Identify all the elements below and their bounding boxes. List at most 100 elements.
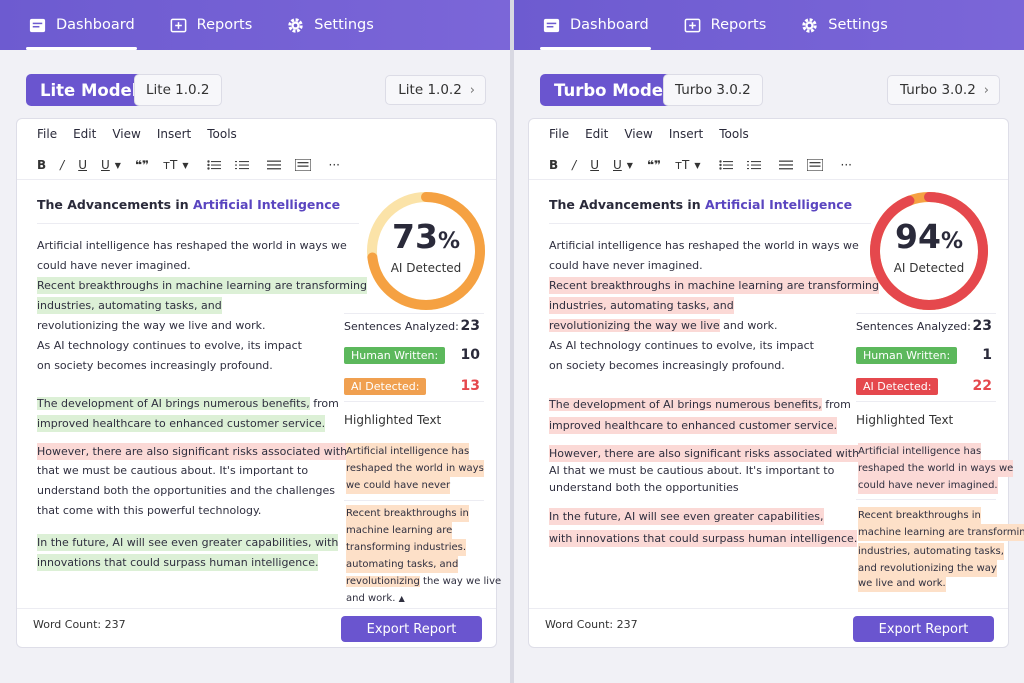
snippet-divider	[856, 499, 996, 500]
italic-button[interactable]: /	[60, 158, 65, 172]
menu-file[interactable]: File	[37, 127, 58, 141]
highlight-snippet[interactable]: revolutionizing the way we live	[346, 573, 501, 590]
text-line[interactable]: could have never imagined.	[549, 259, 703, 272]
nav-dashboard[interactable]: Dashboard	[26, 0, 137, 50]
highlight-snippet[interactable]: automating tasks, and	[346, 556, 459, 573]
text-line[interactable]: understand both the opportunities and th…	[37, 484, 335, 497]
highlight-snippet[interactable]: reshaped the world in ways	[346, 460, 484, 477]
export-report-button[interactable]: Export Report	[341, 616, 482, 642]
gear-icon	[288, 17, 304, 33]
bullet-list-icon[interactable]	[206, 160, 221, 170]
quote-button[interactable]: ❝❞	[134, 158, 150, 172]
text-line[interactable]: AI that we must be cautious about. It's …	[549, 464, 835, 477]
export-report-button[interactable]: Export Report	[853, 616, 994, 642]
text-line-ai[interactable]: However, there are also significant risk…	[37, 443, 358, 460]
more-options-icon[interactable]: ···	[328, 158, 340, 172]
editor-card: File Edit View Insert Tools B / U U ▼ ❝❞ …	[528, 118, 1024, 648]
text-line[interactable]: revolutionizing the way we live and work…	[37, 319, 266, 332]
highlight-snippet[interactable]: transforming industries.	[346, 539, 467, 556]
menu-view[interactable]: View	[624, 127, 653, 141]
text-line-human[interactable]: industries, automating tasks, and	[37, 297, 222, 314]
menu-insert[interactable]: Insert	[156, 127, 192, 141]
text-line-ai[interactable]: industries, automating tasks, and	[549, 297, 734, 314]
menu-edit[interactable]: Edit	[585, 127, 609, 141]
text-line-human[interactable]: The development of AI brings numerous be…	[37, 395, 339, 412]
align-left-icon[interactable]	[778, 160, 793, 170]
text-line[interactable]: As AI technology continues to evolve, it…	[37, 339, 302, 352]
text-line-human[interactable]: improved healthcare to enhanced customer…	[37, 415, 326, 432]
text-line-human[interactable]: Recent breakthroughs in machine learning…	[37, 277, 367, 294]
human-written-badge: Human Written:	[856, 346, 958, 364]
highlight-snippet[interactable]: we could have never	[346, 477, 451, 494]
highlight-snippet[interactable]: Artificial intelligence has	[346, 443, 470, 460]
model-version-select[interactable]: Lite 1.0.2 ›	[385, 75, 486, 105]
quote-button[interactable]: ❝❞	[646, 158, 662, 172]
highlight-snippet[interactable]: machine learning are	[346, 522, 453, 539]
highlight-snippet[interactable]: and revolutionizing the way	[858, 560, 997, 577]
nav-settings[interactable]: Settings	[286, 0, 374, 50]
numbered-list-icon[interactable]	[234, 160, 249, 170]
text-size-dropdown[interactable]: тT ▼	[163, 158, 188, 172]
top-nav: Dashboard Reports Settings	[0, 0, 510, 50]
align-left-icon[interactable]	[266, 160, 281, 170]
text-line[interactable]: Artificial intelligence has reshaped the…	[549, 239, 859, 252]
bold-button[interactable]: B	[549, 158, 559, 172]
menu-tools[interactable]: Tools	[719, 127, 749, 141]
reports-icon	[684, 18, 701, 32]
highlight-snippet[interactable]: machine learning are transforming	[858, 524, 1024, 541]
bullet-list-icon[interactable]	[718, 160, 733, 170]
text-line-ai[interactable]: improved healthcare to enhanced customer…	[549, 417, 838, 434]
highlight-snippet[interactable]: reshaped the world in ways we	[858, 460, 1014, 477]
numbered-list-icon[interactable]	[746, 160, 761, 170]
text-line[interactable]: that we must be cautious about. It's imp…	[37, 464, 309, 477]
text-line-ai[interactable]: However, there are also significant risk…	[549, 445, 860, 462]
align-justify-icon[interactable]	[806, 159, 823, 171]
italic-button[interactable]: /	[572, 158, 577, 172]
highlight-human: The development of AI brings numerous be…	[37, 397, 310, 410]
text-line[interactable]: Artificial intelligence has reshaped the…	[37, 239, 347, 252]
nav-dashboard[interactable]: Dashboard	[540, 0, 651, 50]
highlight-snippet[interactable]: industries, automating tasks,	[858, 543, 1004, 560]
nav-reports[interactable]: Reports	[169, 0, 252, 50]
model-version-select[interactable]: Turbo 3.0.2 ›	[887, 75, 1000, 105]
ai-score-gauge: 73% AI Detected	[364, 189, 488, 313]
text-line[interactable]: could have never imagined.	[37, 259, 191, 272]
underline-button[interactable]: U	[78, 158, 87, 172]
text-line-human[interactable]: In the future, AI will see even greater …	[37, 534, 339, 551]
menu-file[interactable]: File	[549, 127, 570, 141]
ai-score-percent: 94%	[867, 217, 991, 256]
text-line[interactable]: on society becomes increasingly profound…	[549, 359, 785, 372]
more-options-icon[interactable]: ···	[840, 158, 852, 172]
align-justify-icon[interactable]	[294, 159, 311, 171]
highlight-snippet[interactable]: we live and work.	[858, 575, 946, 592]
model-header: Turbo Model Turbo 3.0.2 Turbo 3.0.2 ›	[540, 74, 1000, 106]
highlight-snippet[interactable]: and work. ▲	[346, 590, 405, 607]
menu-view[interactable]: View	[112, 127, 141, 141]
underline-dropdown[interactable]: U ▼	[613, 158, 633, 172]
nav-settings[interactable]: Settings	[800, 0, 888, 50]
text-line-ai[interactable]: Recent breakthroughs in machine learning…	[549, 277, 879, 294]
text-line-ai[interactable]: In the future, AI will see even greater …	[549, 508, 824, 525]
nav-reports[interactable]: Reports	[683, 0, 766, 50]
text-line-human[interactable]: innovations that could surpass human int…	[37, 554, 319, 571]
menu-edit[interactable]: Edit	[73, 127, 97, 141]
highlight-snippet[interactable]: could have never imagined.	[858, 477, 998, 494]
highlight-snippet[interactable]: Artificial intelligence has	[858, 443, 982, 460]
text-line[interactable]: that come with this powerful technology.	[37, 504, 262, 517]
text-line[interactable]: understand both the opportunities	[549, 481, 739, 494]
text-line[interactable]: As AI technology continues to evolve, it…	[549, 339, 814, 352]
menu-tools[interactable]: Tools	[207, 127, 237, 141]
text-line-ai[interactable]: The development of AI brings numerous be…	[549, 396, 851, 413]
underline-button[interactable]: U	[590, 158, 599, 172]
text-line[interactable]: on society becomes increasingly profound…	[37, 359, 273, 372]
text-line-ai[interactable]: with innovations that could surpass huma…	[549, 530, 858, 547]
highlight-snippet[interactable]: Recent breakthroughs in	[858, 507, 981, 524]
highlight-snippet[interactable]: Recent breakthroughs in	[346, 505, 469, 522]
highlighted-text-heading: Highlighted Text	[344, 413, 442, 427]
text-line-ai[interactable]: revolutionizing the way we live and work…	[549, 317, 777, 334]
bold-button[interactable]: B	[37, 158, 47, 172]
underline-dropdown[interactable]: U ▼	[101, 158, 121, 172]
document-title-accent: Artificial Intelligence	[704, 197, 853, 212]
text-size-dropdown[interactable]: тT ▼	[675, 158, 700, 172]
menu-insert[interactable]: Insert	[668, 127, 704, 141]
